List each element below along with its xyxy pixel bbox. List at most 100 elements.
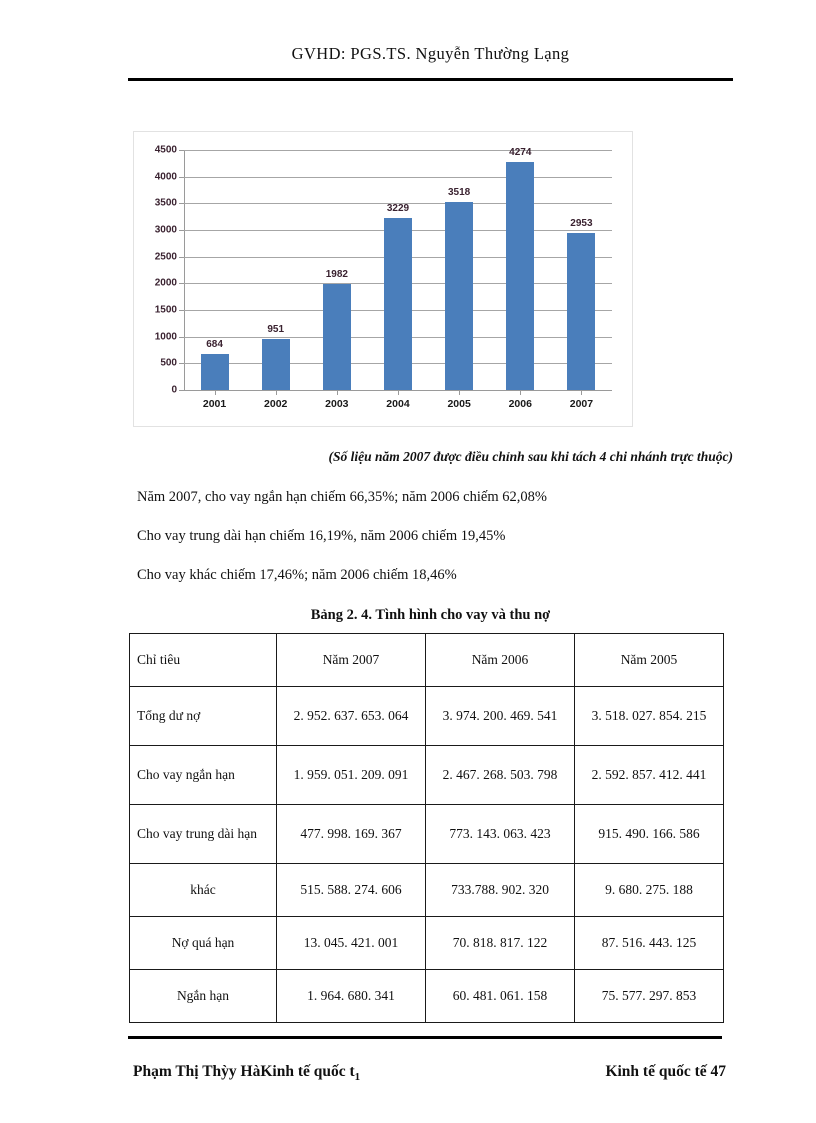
table-header-row: Chỉ tiêu Năm 2007 Năm 2006 Năm 2005 (129, 633, 724, 687)
chart-bar-value-label: 684 (206, 338, 223, 350)
chart-bar (261, 339, 290, 390)
table-row: Ngắn hạn 1. 964. 680. 341 60. 481. 061. 15… (129, 969, 724, 1023)
chart-plot-area: 0 500 1000 1500 2000 2500 3000 3500 4000 4500 684 2… (155, 145, 612, 410)
y-axis-label: 1500 (154, 304, 177, 316)
header-title: GVHD: PGS.TS. Nguyễn Thường Lạng (291, 44, 570, 63)
table-title: Bảng 2. 4. Tình hình cho vay và thu nợ (310, 607, 551, 623)
chart-bar-value-label: 1982 (325, 269, 348, 281)
y-axis-tick (179, 363, 184, 365)
table-cell-value: 13. 045. 421. 001 (276, 916, 426, 970)
table-cell-value: 1. 964. 680. 341 (276, 969, 426, 1023)
table-row: Cho vay trung dài hạn 477. 998. 169. 367 7… (129, 804, 724, 864)
chart-bar-value-label: 951 (267, 324, 285, 336)
table-header-cell-2: Năm 2006 (425, 633, 575, 687)
chart-bar (200, 353, 229, 390)
x-axis-tick (336, 390, 338, 395)
chart-bar-group: 684 2001 (184, 150, 245, 410)
chart-bar (445, 202, 474, 390)
chart-bar-group: 3518 2005 (429, 150, 490, 410)
y-axis-tick (179, 176, 184, 178)
table-cell-value: 915. 490. 166. 586 (574, 804, 724, 864)
x-axis-tick (520, 390, 522, 395)
y-axis-tick (179, 230, 184, 231)
table-row: Cho vay ngắn hạn 1. 959. 051. 209. 091 2. … (129, 745, 724, 805)
table-cell-value: 515. 588. 274. 606 (276, 863, 426, 917)
y-axis-tick (179, 283, 184, 285)
table-row-label: Tổng dư nợ (129, 686, 277, 746)
table-cell-value: 2. 467. 268. 503. 798 (425, 745, 575, 805)
x-axis-tick (581, 390, 583, 395)
table-cell-value: 70. 818. 817. 122 (425, 916, 575, 970)
y-axis-tick (179, 310, 184, 311)
table-row-label: Cho vay ngắn hạn (129, 745, 277, 805)
chart-bar-group: 4274 2006 (490, 147, 551, 410)
paragraph-other-loans: Cho vay khác chiếm 17,46%; năm 2006 chiế… (137, 567, 457, 583)
y-axis-tick (179, 336, 184, 338)
y-axis-label: 4500 (154, 144, 177, 156)
x-axis-tick (214, 390, 216, 395)
chart-bar-group: 1982 2003 (306, 150, 367, 410)
footer-divider (128, 1036, 722, 1039)
x-axis-tick (459, 390, 461, 395)
chart-gridline (184, 203, 612, 205)
y-axis-label: 3000 (154, 224, 177, 236)
chart-gridline (184, 150, 612, 151)
chart-bar (506, 162, 535, 390)
chart-bar-value-label: 2953 (570, 217, 593, 229)
table-head: Chỉ tiêu Năm 2007 Năm 2006 Năm 2005 (129, 633, 724, 687)
y-axis-label: 3500 (154, 197, 177, 209)
table-cell-value: 60. 481. 061. 158 (425, 969, 575, 1023)
x-axis-label: 2005 (447, 398, 471, 410)
table-cell-value: 3. 974. 200. 469. 541 (425, 686, 575, 746)
chart-bar-group: 951 2002 (245, 150, 306, 410)
table-row: khác 515. 588. 274. 606 733.788. 902. 320 9… (129, 863, 724, 917)
footer-author: Phạm Thị Thỳy HàKinh tế quốc t (133, 1063, 355, 1080)
table-row-label: Ngắn hạn (129, 969, 277, 1023)
table-header-cell-0: Chỉ tiêu (129, 633, 277, 687)
table-cell-value: 1. 959. 051. 209. 091 (276, 745, 426, 805)
table-cell-value: 9. 680. 275. 188 (574, 863, 724, 917)
table-row-label: Cho vay trung dài hạn (129, 804, 277, 864)
table-cell-value: 2. 952. 637. 653. 064 (276, 686, 426, 746)
y-axis-label: 1000 (154, 331, 177, 343)
y-axis-tick (179, 256, 184, 258)
x-axis-label: 2004 (386, 398, 410, 410)
table-cell-value: 773. 143. 063. 423 (425, 804, 575, 864)
x-axis-label: 2001 (202, 398, 227, 410)
y-axis-tick (179, 390, 184, 391)
table-body: Tổng dư nợ 2. 952. 637. 653. 064 3. 974. 2… (129, 686, 724, 1023)
x-axis-label: 2002 (264, 398, 288, 410)
chart-bar (322, 284, 351, 390)
chart-gridline (184, 176, 612, 178)
x-axis-label: 2007 (569, 398, 594, 410)
x-axis-label: 2003 (325, 398, 349, 410)
footer-right-text: Kinh tế quốc tế 47 (605, 1063, 726, 1080)
table-cell-value: 3. 518. 027. 854. 215 (574, 686, 724, 746)
table-row-label: khác (129, 863, 277, 917)
y-axis-line (184, 150, 185, 390)
footer-left-text: Phạm Thị Thỳy HàKinh tế quốc t1 (133, 1063, 360, 1083)
chart-caption: (Số liệu năm 2007 được điều chỉnh sau kh… (328, 449, 734, 464)
table-cell-value: 477. 998. 169. 367 (276, 804, 426, 864)
x-axis-tick (397, 390, 399, 395)
y-axis-label: 2000 (154, 277, 177, 289)
lending-and-debt-table: Chỉ tiêu Năm 2007 Năm 2006 Năm 2005 Tổng… (129, 633, 724, 1023)
y-axis-label: 2500 (154, 251, 177, 263)
x-axis-tick (275, 390, 277, 395)
paragraph-short-term-loans: Năm 2007, cho vay ngắn hạn chiếm 66,35%;… (137, 489, 547, 505)
table-header-cell-1: Năm 2007 (276, 633, 426, 687)
header-divider (128, 78, 733, 81)
table-cell-value: 2. 592. 857. 412. 441 (574, 745, 724, 805)
table-row: Tổng dư nợ 2. 952. 637. 653. 064 3. 974. 2… (129, 686, 724, 746)
y-axis-label: 500 (160, 357, 177, 369)
footer-subscript: 1 (354, 1071, 361, 1084)
y-axis-tick (179, 150, 184, 151)
chart-bar-value-label: 3518 (448, 187, 471, 199)
table-cell-value: 87. 516. 443. 125 (574, 916, 724, 970)
chart-bar-group: 3229 2004 (367, 150, 428, 410)
table-cell-value: 733.788. 902. 320 (425, 863, 575, 917)
y-axis-label: 4000 (154, 171, 177, 183)
x-axis-label: 2006 (508, 398, 532, 410)
y-axis-label: 0 (171, 384, 177, 396)
chart-bar-group: 2953 2007 (551, 150, 612, 410)
